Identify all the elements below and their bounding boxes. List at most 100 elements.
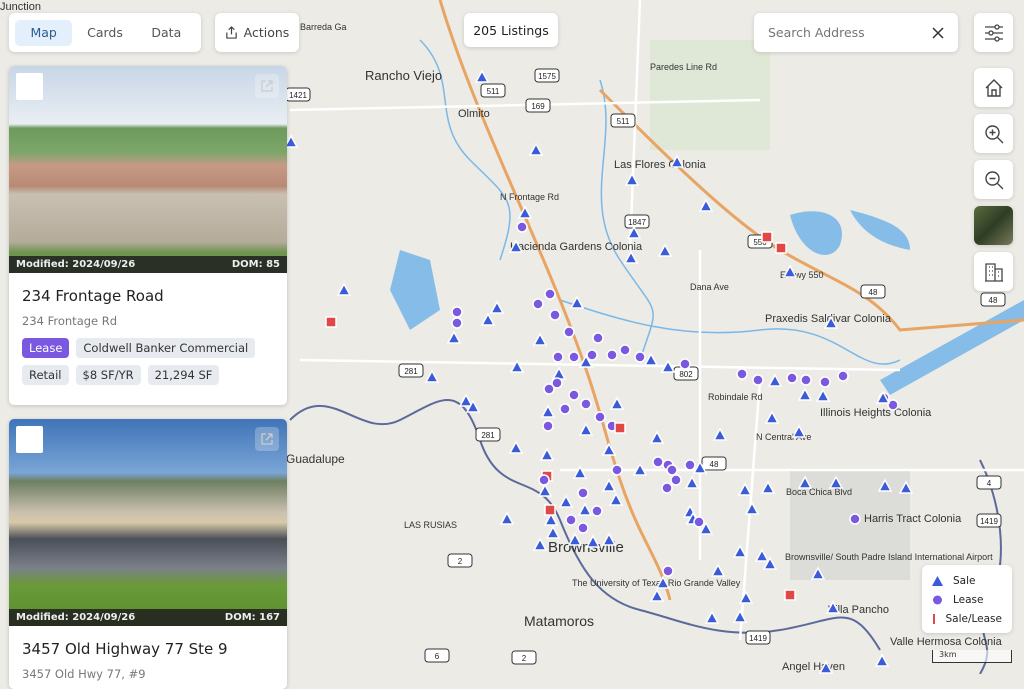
select-checkbox[interactable] [16, 73, 43, 100]
lease-listing-marker[interactable] [819, 376, 831, 388]
lease-listing-marker[interactable] [619, 344, 631, 356]
search-input[interactable] [768, 25, 918, 40]
lease-listing-marker[interactable] [594, 411, 606, 423]
lease-listing-marker[interactable] [736, 368, 748, 380]
sale-listing-marker[interactable] [543, 512, 559, 526]
lease-listing-marker[interactable] [670, 474, 682, 486]
sale-listing-marker[interactable] [508, 440, 524, 454]
sale-listing-marker[interactable] [539, 447, 555, 461]
lease-listing-marker[interactable] [451, 306, 463, 318]
listing-photo[interactable]: Modified: 2024/09/26 DOM: 85 [9, 66, 287, 273]
sale-listing-marker[interactable] [601, 478, 617, 492]
close-icon[interactable] [932, 26, 944, 39]
sale-lease-listing-marker[interactable] [761, 231, 773, 243]
sale-listing-marker[interactable] [567, 532, 583, 546]
sale-listing-marker[interactable] [643, 352, 659, 366]
lease-listing-marker[interactable] [451, 317, 463, 329]
sale-listing-marker[interactable] [898, 480, 914, 494]
sale-listing-marker[interactable] [710, 563, 726, 577]
lease-listing-marker[interactable] [532, 298, 544, 310]
sale-listing-marker[interactable] [577, 502, 593, 516]
sale-listing-marker[interactable] [692, 460, 708, 474]
sale-listing-marker[interactable] [458, 393, 474, 407]
lease-listing-marker[interactable] [662, 565, 674, 577]
sale-listing-marker[interactable] [480, 312, 496, 326]
sale-listing-marker[interactable] [624, 172, 640, 186]
sale-listing-marker[interactable] [489, 300, 505, 314]
tab-data[interactable]: Data [151, 25, 182, 40]
listing-title[interactable]: 3457 Old Highway 77 Ste 9 [22, 640, 228, 658]
sale-listing-marker[interactable] [732, 544, 748, 558]
sale-listing-marker[interactable] [545, 525, 561, 539]
sale-listing-marker[interactable] [569, 295, 585, 309]
sale-listing-marker[interactable] [424, 369, 440, 383]
lease-listing-marker[interactable] [580, 398, 592, 410]
sale-listing-marker[interactable] [791, 424, 807, 438]
sale-listing-marker[interactable] [578, 422, 594, 436]
lease-listing-marker[interactable] [544, 288, 556, 300]
sale-listing-marker[interactable] [712, 427, 728, 441]
listing-photo[interactable]: Modified: 2024/09/26 DOM: 167 [9, 419, 287, 626]
sale-listing-marker[interactable] [578, 354, 594, 368]
lease-listing-marker[interactable] [887, 399, 899, 411]
sale-listing-marker[interactable] [499, 511, 515, 525]
sale-listing-marker[interactable] [698, 198, 714, 212]
sale-listing-marker[interactable] [508, 239, 524, 253]
open-external-button[interactable] [255, 427, 279, 451]
lease-listing-marker[interactable] [568, 351, 580, 363]
sale-listing-marker[interactable] [446, 330, 462, 344]
lease-listing-marker[interactable] [559, 403, 571, 415]
sale-listing-marker[interactable] [474, 69, 490, 83]
sale-listing-marker[interactable] [572, 465, 588, 479]
sale-listing-marker[interactable] [649, 430, 665, 444]
sale-listing-marker[interactable] [528, 142, 544, 156]
sale-listing-marker[interactable] [465, 399, 481, 413]
lease-listing-marker[interactable] [661, 482, 673, 494]
lease-listing-marker[interactable] [666, 464, 678, 476]
sale-listing-marker[interactable] [754, 548, 770, 562]
lease-listing-marker[interactable] [684, 459, 696, 471]
lease-listing-marker[interactable] [543, 383, 555, 395]
sale-listing-marker[interactable] [797, 475, 813, 489]
tab-map[interactable]: Map [15, 19, 73, 46]
zoom-in-button[interactable] [974, 114, 1013, 153]
sale-listing-marker[interactable] [744, 501, 760, 515]
sale-listing-marker[interactable] [517, 205, 533, 219]
sale-listing-marker[interactable] [760, 480, 776, 494]
sale-listing-marker[interactable] [877, 478, 893, 492]
lease-listing-marker[interactable] [837, 370, 849, 382]
sale-listing-marker[interactable] [825, 600, 841, 614]
sale-listing-marker[interactable] [797, 387, 813, 401]
lease-listing-marker[interactable] [568, 389, 580, 401]
sale-listing-marker[interactable] [737, 482, 753, 496]
sale-listing-marker[interactable] [532, 332, 548, 346]
sale-listing-marker[interactable] [823, 315, 839, 329]
sale-listing-marker[interactable] [608, 492, 624, 506]
satellite-layer-button[interactable] [974, 206, 1013, 245]
lease-listing-marker[interactable] [563, 326, 575, 338]
sale-listing-marker[interactable] [738, 590, 754, 604]
lease-listing-marker[interactable] [577, 522, 589, 534]
sale-listing-marker[interactable] [601, 532, 617, 546]
sale-lease-listing-marker[interactable] [775, 242, 787, 254]
lease-listing-marker[interactable] [586, 349, 598, 361]
lease-listing-marker[interactable] [652, 456, 664, 468]
lease-listing-marker[interactable] [800, 374, 812, 386]
lease-listing-marker[interactable] [679, 358, 691, 370]
lease-listing-marker[interactable] [565, 514, 577, 526]
sale-listing-marker[interactable] [660, 359, 676, 373]
sale-listing-marker[interactable] [632, 462, 648, 476]
tab-cards[interactable]: Cards [87, 25, 123, 40]
lease-listing-marker[interactable] [786, 372, 798, 384]
sale-listing-marker[interactable] [762, 556, 778, 570]
listing-title[interactable]: 234 Frontage Road [22, 287, 164, 305]
sale-listing-marker[interactable] [336, 282, 352, 296]
sale-listing-marker[interactable] [874, 653, 890, 667]
sale-listing-marker[interactable] [704, 610, 720, 624]
lease-listing-marker[interactable] [606, 349, 618, 361]
sale-lease-listing-marker[interactable] [784, 589, 796, 601]
sale-listing-marker[interactable] [732, 609, 748, 623]
sale-listing-marker[interactable] [623, 250, 639, 264]
filters-button[interactable] [974, 13, 1013, 52]
sale-listing-marker[interactable] [818, 660, 834, 674]
